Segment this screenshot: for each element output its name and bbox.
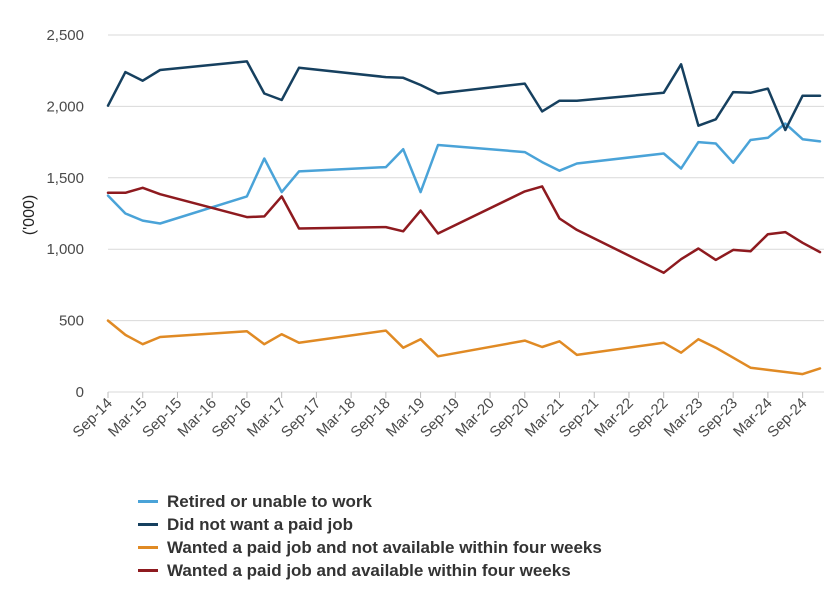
legend-label: Retired or unable to work <box>167 491 372 511</box>
gridlines <box>108 34 824 393</box>
legend-swatch <box>138 523 158 526</box>
y-tick-label: 500 <box>59 313 84 330</box>
x-tick-label: Sep-22 <box>625 395 671 441</box>
x-tick-label: Sep-15 <box>139 395 185 441</box>
legend-item: Retired or unable to work <box>138 490 602 513</box>
x-tick-label: Sep-23 <box>695 395 741 441</box>
x-tick-label: Sep-17 <box>278 395 324 441</box>
legend-label: Wanted a paid job and not available with… <box>167 537 602 557</box>
y-axis-title: ('000) <box>21 195 38 235</box>
x-tick-label: Sep-21 <box>556 395 602 441</box>
legend-swatch <box>138 569 158 572</box>
y-tick-label: 0 <box>76 384 84 401</box>
legend-swatch <box>138 500 158 503</box>
y-tick-label: 2,000 <box>46 98 84 115</box>
x-tick-label: Sep-16 <box>209 395 255 441</box>
x-tick-label: Sep-14 <box>70 395 116 441</box>
x-axis-ticks: Sep-14Mar-15Sep-15Mar-16Sep-16Mar-17Sep-… <box>70 392 810 441</box>
y-axis-ticks: 0 500 1,000 1,500 2,000 2,500 <box>46 27 84 401</box>
x-tick-label: Sep-19 <box>417 395 463 441</box>
x-tick-label: Sep-20 <box>486 395 532 441</box>
series-line <box>106 185 822 275</box>
legend-label: Did not want a paid job <box>167 514 354 534</box>
series-line <box>106 122 822 225</box>
series-line <box>106 60 822 132</box>
legend-label: Wanted a paid job and available within f… <box>167 560 571 580</box>
x-tick-label: Sep-18 <box>347 395 393 441</box>
y-tick-label: 1,000 <box>46 241 84 258</box>
legend-swatch <box>138 546 158 549</box>
legend: Retired or unable to work Did not want a … <box>138 490 602 582</box>
x-tick-label: Sep-24 <box>764 395 810 441</box>
y-tick-label: 1,500 <box>46 170 84 187</box>
y-tick-label: 2,500 <box>46 27 84 44</box>
series-lines <box>106 60 822 376</box>
legend-item: Wanted a paid job and available within f… <box>138 559 602 582</box>
legend-item: Wanted a paid job and not available with… <box>138 536 602 559</box>
series-line <box>106 319 822 376</box>
legend-item: Did not want a paid job <box>138 513 602 536</box>
